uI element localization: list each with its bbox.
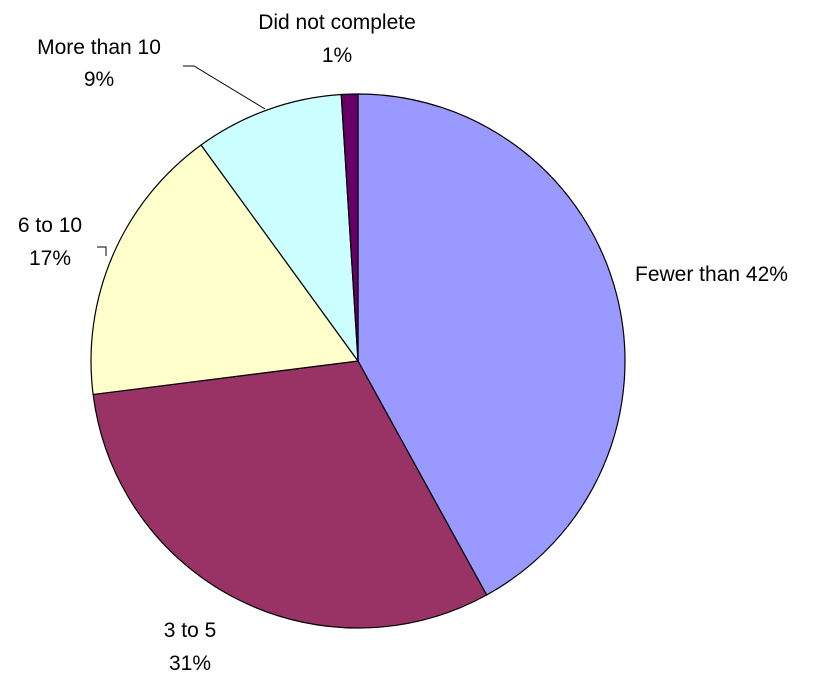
slice-label-fewer-than: Fewer than 42% <box>635 263 788 286</box>
pie-slice-6-to-10 <box>90 144 360 396</box>
slice-label-6-to-10: 6 to 10 <box>18 214 82 237</box>
leader-line-more-than-10 <box>183 65 266 110</box>
slice-value-6-to-10: 17% <box>29 247 71 270</box>
leader-line-6-to-10 <box>97 246 107 256</box>
labels-layer: Fewer than 42% 3 to 5 31% 6 to 10 17% Mo… <box>18 11 788 675</box>
pie-slice-fewer-than <box>357 93 626 596</box>
leader-lines-layer <box>97 65 266 256</box>
pie-slice-3-to-5 <box>92 360 488 629</box>
pie-slice-did-not-complete <box>340 93 359 362</box>
slice-value-3-to-5: 31% <box>169 652 211 675</box>
slice-value-more-than-10: 9% <box>84 68 114 91</box>
slice-label-3-to-5: 3 to 5 <box>164 619 217 642</box>
slice-label-did-not-complete: Did not complete <box>258 11 416 34</box>
slice-label-more-than-10: More than 10 <box>37 36 161 59</box>
slices-layer <box>90 93 626 629</box>
slice-value-did-not-complete: 1% <box>322 44 352 67</box>
pie-slice-more-than-10 <box>200 93 359 364</box>
